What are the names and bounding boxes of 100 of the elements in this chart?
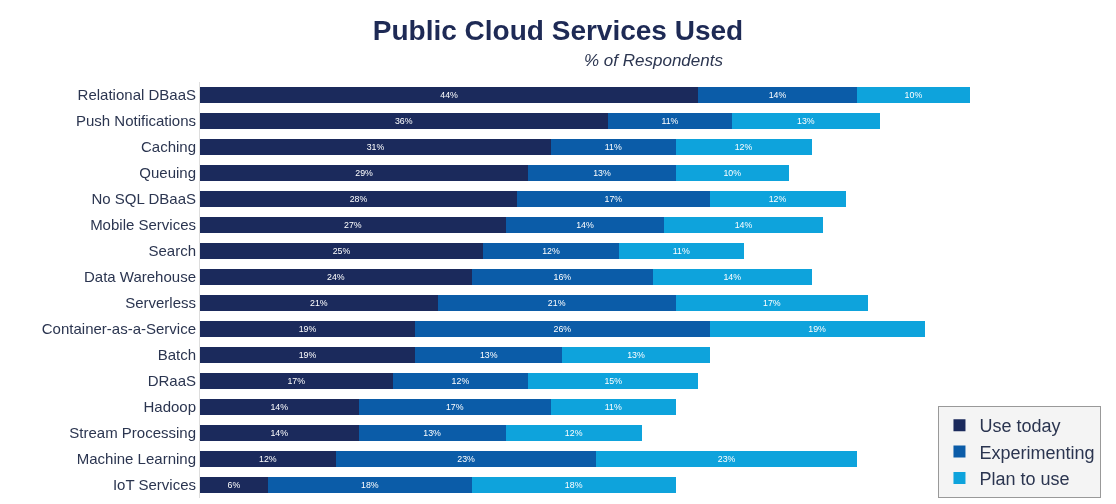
bar [200,139,552,155]
legend-label: Plan to use [979,469,1070,490]
data-label: 12% [542,246,560,257]
y-tick-label: Caching [140,138,196,156]
bar [200,373,393,389]
data-label: 44% [440,90,459,101]
bar [200,191,518,207]
y-tick-label: Mobile Services [90,216,196,234]
bar [200,243,484,259]
bar [732,113,880,129]
y-tick-label: Push Notifications [75,112,196,130]
data-label: 27% [344,220,362,231]
data-label: 12% [734,142,753,153]
data-label: 12% [768,194,787,205]
bar [619,243,744,259]
y-tick-label: DRaaS [147,372,196,390]
data-label: 11% [672,246,690,257]
y-tick-label: No SQL DBaaS [91,190,196,208]
bar [675,165,789,181]
bar [505,217,665,233]
y-tick-label: Serverless [125,294,196,312]
y-tick-label: Search [148,242,196,260]
data-label: 16% [553,272,572,283]
data-label: 19% [298,350,317,361]
bar [675,139,812,155]
data-label: 18% [564,480,583,491]
data-label: 23% [457,454,476,465]
y-tick-label: Hadoop [143,398,196,416]
data-label: 17% [445,402,464,413]
legend-label: Use today [979,416,1061,437]
bar [607,113,733,129]
bar [200,347,416,363]
data-label: 28% [349,194,368,205]
bar [200,87,699,103]
bar [358,399,552,415]
bar [528,165,676,181]
bar [200,425,359,441]
data-label: 14% [576,220,594,231]
legend-label: Experimenting [979,442,1095,463]
y-tick-label: Stream Processing [69,424,196,442]
bar [392,373,529,389]
data-label: 19% [808,324,827,335]
data-label: 6% [227,480,241,491]
data-label: 19% [298,324,317,335]
bar [551,399,676,415]
bar [653,269,812,285]
bar [415,347,563,363]
data-label: 23% [717,454,736,465]
bar [200,269,472,285]
data-label: 10% [904,90,923,101]
data-label: 21% [547,298,566,309]
data-label: 10% [723,168,742,179]
data-label: 13% [593,168,611,179]
data-label: 14% [270,402,289,413]
bar [267,477,472,493]
data-label: 12% [564,428,583,439]
data-label: 13% [797,116,815,127]
chart-title: Public Cloud Services Used [372,14,744,46]
bar [517,191,710,207]
bar [200,217,506,233]
bar [437,295,676,311]
data-label: 31% [366,142,385,153]
data-label: 17% [604,194,623,205]
data-label: 12% [451,376,470,387]
bar [200,295,438,311]
data-label: 11% [604,402,622,413]
bar [562,347,710,363]
y-tick-label: Container-as-a-Service [41,320,196,338]
bar [698,87,857,103]
bar [200,113,608,129]
data-label: 36% [394,116,413,127]
data-label: 15% [604,376,623,387]
data-label: 12% [259,454,277,465]
data-label: 29% [355,168,374,179]
chart-subtitle: % of Respondents [584,51,724,70]
bar [856,87,971,103]
bar [200,165,529,181]
bar [596,451,857,467]
bar [200,477,268,493]
data-label: 14% [270,428,289,439]
bar [664,217,823,233]
y-tick-label: Batch [157,346,196,364]
bar [551,139,676,155]
bar [200,321,416,337]
data-label: 26% [553,324,572,335]
data-label: 14% [734,220,753,231]
data-label: 13% [627,350,645,361]
data-label: 14% [768,90,787,101]
y-tick-label: Machine Learning [76,450,196,468]
bar [709,321,925,337]
data-label: 13% [479,350,498,361]
y-tick-label: Data Warehouse [83,268,196,286]
data-label: 17% [763,298,781,309]
bar [335,451,597,467]
bar [483,243,620,259]
y-tick-label: Queuing [139,164,196,182]
bar [505,425,642,441]
data-label: 18% [360,480,379,491]
data-label: 11% [661,116,679,127]
bar [200,399,359,415]
